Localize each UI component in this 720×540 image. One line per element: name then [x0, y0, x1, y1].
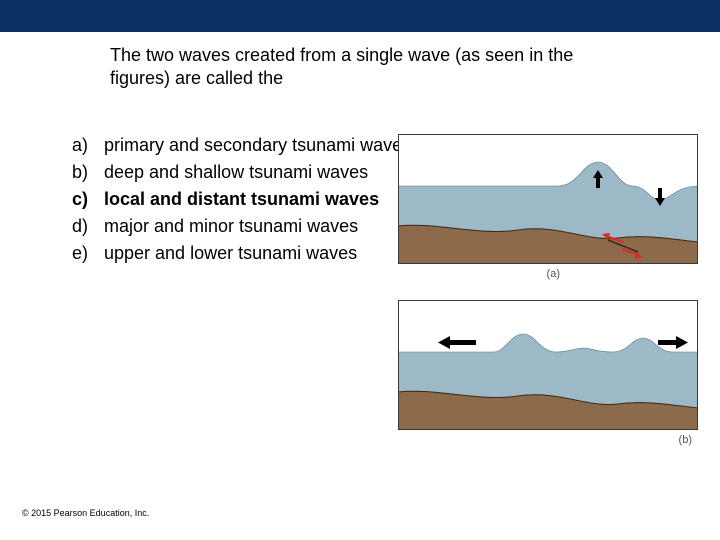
option-d: d) major and minor tsunami waves	[72, 213, 411, 240]
figure-b	[398, 300, 698, 430]
header-bar	[0, 0, 720, 32]
option-text: upper and lower tsunami waves	[104, 240, 357, 267]
question-text: The two waves created from a single wave…	[110, 44, 600, 91]
copyright-text: © 2015 Pearson Education, Inc.	[22, 508, 149, 518]
option-a: a) primary and secondary tsunami waves	[72, 132, 411, 159]
figure-a	[398, 134, 698, 264]
option-e: e) upper and lower tsunami waves	[72, 240, 411, 267]
option-text: primary and secondary tsunami waves	[104, 132, 411, 159]
option-text: deep and shallow tsunami waves	[104, 159, 368, 186]
options-list: a) primary and secondary tsunami waves b…	[72, 132, 411, 267]
option-letter: c)	[72, 186, 104, 213]
figure-a-caption: (a)	[547, 268, 560, 280]
option-b: b) deep and shallow tsunami waves	[72, 159, 411, 186]
option-letter: b)	[72, 159, 104, 186]
option-text: major and minor tsunami waves	[104, 213, 358, 240]
figure-b-caption: (b)	[679, 434, 692, 446]
option-letter: d)	[72, 213, 104, 240]
option-c: c) local and distant tsunami waves	[72, 186, 411, 213]
option-letter: e)	[72, 240, 104, 267]
option-letter: a)	[72, 132, 104, 159]
option-text: local and distant tsunami waves	[104, 186, 379, 213]
